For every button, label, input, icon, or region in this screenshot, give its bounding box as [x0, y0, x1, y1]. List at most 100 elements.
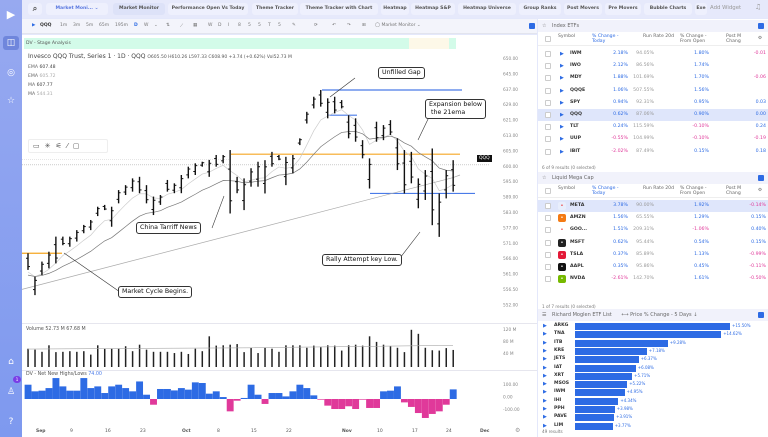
table-row[interactable]: • TSLA 0.37% 85.89% 1.13% -0.99% [538, 249, 768, 261]
row-checkbox[interactable] [545, 112, 551, 118]
etf-row[interactable]: ▶ XRT +5.71% [538, 372, 768, 380]
symbol[interactable]: ARKG [554, 323, 569, 328]
interval-W[interactable]: W [144, 23, 149, 28]
play-icon[interactable]: ▶ [560, 148, 564, 155]
workspace-select[interactable]: Market Moni... ⌄ [46, 3, 108, 15]
interval-195m[interactable]: 195m [115, 23, 128, 28]
symbol[interactable]: IHI [554, 397, 562, 403]
chevron-down-icon[interactable]: ⌄ [154, 23, 158, 28]
settings-icon[interactable]: ⚙ [758, 36, 763, 41]
play-icon[interactable]: ▶ [560, 99, 564, 106]
interval-D[interactable]: D [134, 23, 138, 28]
tab-3[interactable]: Theme Tracker with Chart [300, 3, 378, 15]
play-icon[interactable]: ▶ [560, 87, 564, 94]
price-chart[interactable]: 650.00 645.00 637.00 629.00 621.00 613.00 605.… [0, 0, 537, 437]
symbol[interactable]: TSLA [570, 251, 584, 257]
play-icon[interactable]: ▶ [560, 112, 564, 118]
symbol[interactable]: LIM [554, 422, 564, 428]
row-checkbox[interactable] [545, 136, 551, 143]
table-row[interactable]: ▶ TLT 0.24% 115.59% -0.10% 0.24 [538, 121, 768, 133]
settings-icon[interactable]: ⚙ [758, 188, 763, 193]
play-icon[interactable]: ▶ [32, 23, 36, 28]
table-row[interactable]: ▶ IWO 2.12% 86.56% 1.74% [538, 60, 768, 72]
annotation-china[interactable]: China Tarriff News [136, 222, 201, 234]
add-widget-button[interactable]: Add Widget [710, 5, 742, 11]
table-row[interactable]: ▶ MDY 1.88% 101.69% 1.70% -0.06 [538, 72, 768, 84]
layout-select[interactable]: ◯ Market Monitor ⌄ [375, 23, 421, 28]
symbol[interactable]: QQQE [570, 87, 586, 93]
table-row[interactable]: ▶ SPY 0.94% 92.31% 0.95% 0.03 [538, 97, 768, 109]
column-header[interactable]: % Change - From Open [680, 186, 707, 196]
compare-icon[interactable]: ⟋ [180, 24, 184, 29]
play-icon[interactable]: ▶ [543, 372, 547, 379]
toolbar-letter[interactable]: 8 [238, 23, 241, 28]
table-row[interactable]: • AAPL 0.35% 95.86% 0.45% -0.11% [538, 261, 768, 273]
column-header[interactable]: % Change - Today [592, 34, 619, 44]
logo-icon[interactable]: ▶ [6, 8, 16, 21]
table-row[interactable]: • MSFT 0.62% 95.44% 0.54% 0.15% [538, 237, 768, 249]
annotation-expansion[interactable]: Expansion below the 21ema [425, 99, 487, 119]
row-checkbox[interactable] [545, 51, 551, 57]
symbol[interactable]: ITB [554, 339, 563, 345]
play-icon[interactable]: ▶ [543, 406, 547, 412]
play-icon[interactable]: ▶ [543, 422, 547, 429]
tab-6[interactable]: Heatmap Universe [458, 3, 516, 15]
play-icon[interactable]: ▶ [560, 63, 564, 70]
column-header[interactable]: Symbol [558, 186, 576, 191]
select-all-checkbox[interactable] [545, 188, 551, 194]
table-row[interactable]: • GOO... 1.51% 209.31% -1.06% 0.40% [538, 224, 768, 236]
table-row[interactable]: ▶ IWM 2.18% 94.05% 1.80% -0.01 [538, 48, 768, 60]
symbol[interactable]: SPY [570, 99, 581, 105]
etf-row[interactable]: ▶ ARKG +15.50% [538, 322, 768, 330]
symbol[interactable]: UUP [570, 136, 582, 142]
play-icon[interactable]: ▶ [543, 414, 547, 421]
column-header[interactable]: Post M Chang [726, 186, 742, 196]
etf-row[interactable]: ▶ MSOS +5.22% [538, 380, 768, 389]
interval-5m[interactable]: 5m [86, 23, 94, 28]
table-row[interactable]: ▶ QQQ 0.62% 87.06% 0.90% 0.00 [538, 109, 768, 122]
symbol[interactable]: AAPL [570, 264, 584, 269]
symbol[interactable]: TNA [554, 331, 565, 337]
tab-7[interactable]: Group Ranks [519, 3, 561, 15]
undo-icon[interactable]: ↶ [332, 23, 336, 28]
star-icon[interactable]: ☆ [542, 23, 547, 29]
toolbar-letter[interactable]: T [268, 23, 271, 28]
toolbar-letter[interactable]: 5 [278, 23, 281, 28]
chart-view-icon[interactable]: ◫ [3, 36, 19, 50]
play-icon[interactable]: ▶ [543, 381, 547, 388]
toolbar-letter[interactable]: D [218, 23, 222, 28]
play-icon[interactable]: ▶ [560, 136, 564, 143]
play-icon[interactable]: ▶ [543, 331, 547, 338]
symbol[interactable]: PPH [554, 406, 565, 411]
redo-icon[interactable]: ↷ [347, 23, 351, 28]
toolbar-letter[interactable]: 5 [248, 23, 251, 28]
row-checkbox[interactable] [545, 227, 551, 234]
table-row[interactable]: • AMZN 1.56% 65.55% 1.29% 0.15% [538, 212, 768, 224]
star-icon[interactable]: ☆ [542, 175, 547, 181]
column-header[interactable]: % Change - Today [592, 186, 619, 196]
play-icon[interactable]: ▶ [560, 75, 564, 82]
gift-icon[interactable]: ⌂ [8, 357, 14, 367]
symbol-input[interactable]: QQQ [40, 23, 52, 28]
annotation-gap[interactable]: Unfilled Gap [378, 67, 425, 79]
symbol[interactable]: JETS [554, 356, 566, 362]
tab-9[interactable]: Pre Movers [605, 3, 641, 15]
etf-row[interactable]: ▶ PPH +3.98% [538, 405, 768, 413]
tab-1[interactable]: Performance Open Vs Today [168, 3, 248, 15]
row-checkbox[interactable] [545, 203, 551, 209]
row-checkbox[interactable] [545, 75, 551, 82]
drawing-toolbar[interactable]: ▭✳⚟⁄▢ [28, 139, 108, 153]
symbol[interactable]: IWM [554, 389, 566, 395]
etf-row[interactable]: ▶ KRE +7.18% [538, 347, 768, 355]
symbol[interactable]: KRE [554, 347, 565, 353]
etf-row[interactable]: ▶ ITB +9.28% [538, 339, 768, 347]
play-icon[interactable]: ▶ [543, 356, 547, 363]
play-icon[interactable]: ▶ [560, 124, 564, 131]
layout-icon[interactable]: ⊞ [362, 23, 366, 28]
draw-icon[interactable]: ✎ [292, 23, 296, 28]
table-row[interactable]: ▶ QQQE 1.06% 507.55% 1.56% [538, 85, 768, 97]
toolbar-letter[interactable]: 5 [258, 23, 261, 28]
etf-row[interactable]: ▶ LIM +3.77% [538, 422, 768, 430]
help-icon[interactable]: ? [8, 417, 14, 427]
tab-10[interactable]: Bubble Charts [644, 3, 692, 15]
